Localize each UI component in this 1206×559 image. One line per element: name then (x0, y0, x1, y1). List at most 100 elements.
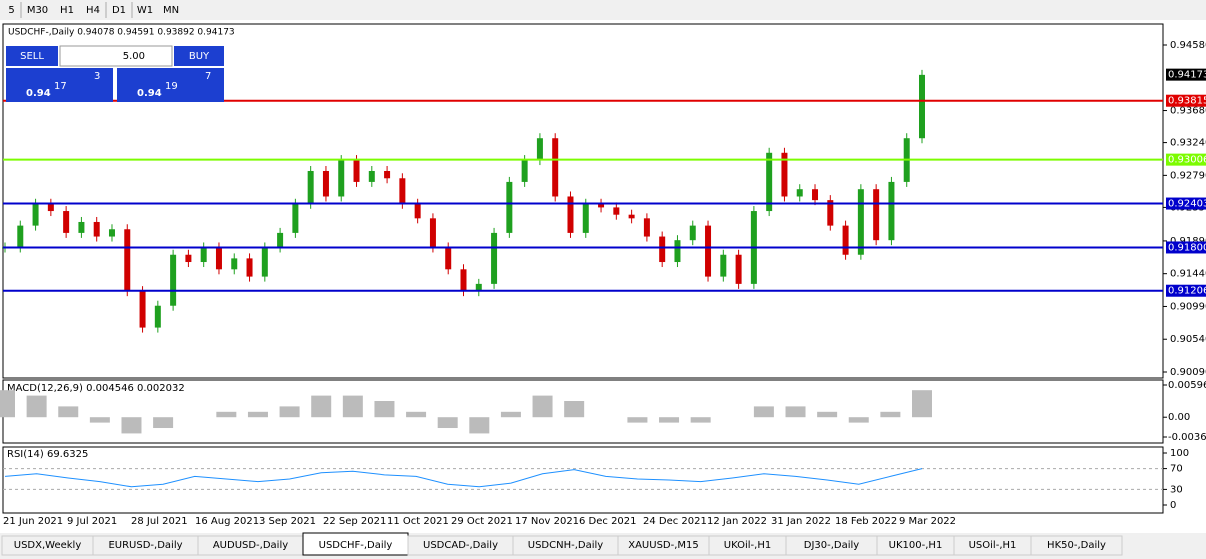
sell-button[interactable] (6, 46, 58, 66)
candle (63, 211, 70, 233)
macd-tick-label: -0.003664 (1168, 432, 1206, 443)
macd-label: MACD(12,26,9) 0.004546 0.002032 (7, 383, 185, 394)
candle (277, 232, 284, 248)
macd-bar (880, 411, 901, 418)
tab-label: USDX,Weekly (14, 540, 82, 551)
candle (735, 254, 742, 284)
tab-label: USDCNH-,Daily (528, 540, 604, 551)
macd-bar (374, 401, 395, 418)
candle (521, 160, 528, 182)
timeframe-button[interactable]: H1 (60, 5, 74, 16)
level-label: 0.93815 (1168, 96, 1206, 107)
candle (215, 247, 222, 270)
candle (231, 258, 238, 270)
tab[interactable] (1030, 535, 1123, 556)
price-button[interactable] (6, 68, 113, 102)
macd-bar (121, 417, 142, 434)
candle (139, 291, 146, 328)
macd-bar (500, 411, 521, 418)
rsi-pane (2, 446, 1164, 514)
buy-button[interactable] (174, 46, 224, 66)
price-pips: 17 (54, 81, 67, 92)
candle (827, 200, 834, 226)
price-frac: 7 (205, 71, 211, 82)
candle (919, 74, 925, 139)
candle (812, 189, 819, 201)
candle (353, 160, 360, 182)
timeframe-button[interactable]: 5 (8, 5, 14, 16)
chart-header: USDCHF-,Daily 0.94078 0.94591 0.93892 0.… (8, 28, 235, 38)
toolbar (0, 0, 1206, 20)
price-big: 0.94 (26, 88, 51, 99)
rsi-tick-label: 70 (1170, 464, 1183, 475)
candle (261, 247, 268, 277)
macd-bar (912, 390, 932, 418)
candle (475, 283, 482, 292)
level-label: 0.93006 (1168, 155, 1206, 166)
candle (200, 247, 207, 263)
candle (766, 152, 773, 212)
candle (506, 181, 513, 233)
buy-label: BUY (189, 51, 210, 62)
tab-label: USDCAD-,Daily (423, 540, 498, 551)
date-label: 22 Sep 2021 (323, 516, 386, 527)
candle (246, 258, 253, 277)
candle (857, 189, 864, 255)
timeframe-button[interactable]: D1 (112, 5, 126, 16)
level-box (1166, 284, 1206, 297)
timeframe-button[interactable]: W1 (137, 5, 153, 16)
level-label: 0.91206 (1168, 286, 1206, 297)
date-label: 3 Sep 2021 (259, 516, 316, 527)
macd-bar (469, 417, 490, 434)
macd-bar (58, 406, 79, 418)
price-frac: 3 (94, 71, 100, 82)
candle (705, 225, 712, 277)
candle (414, 203, 421, 219)
candle (292, 203, 299, 233)
candle (659, 236, 666, 263)
lot-box (59, 45, 173, 67)
lot-size[interactable]: 5.00 (123, 51, 145, 62)
date-label: 11 Oct 2021 (387, 516, 449, 527)
level-box (1166, 197, 1206, 210)
macd-bar (342, 395, 363, 418)
candle (582, 203, 589, 233)
level-label: 0.92403 (1168, 199, 1206, 210)
timeframe-button[interactable]: H4 (86, 5, 100, 16)
candle (781, 152, 788, 197)
candle (170, 254, 177, 306)
macd-bar (311, 395, 332, 418)
candle (338, 160, 345, 197)
tab-label: USOil-,H1 (969, 540, 1017, 551)
macd-bar (153, 417, 174, 429)
macd-bar (659, 417, 680, 423)
candle (445, 247, 452, 270)
tab-label: AUDUSD-,Daily (213, 540, 288, 551)
date-label: 12 Jan 2022 (707, 516, 767, 527)
price-button[interactable] (117, 68, 224, 102)
level-box (1166, 94, 1206, 107)
macd-bar (564, 401, 585, 418)
candle (613, 207, 620, 215)
candle (368, 170, 375, 182)
current-price: 0.94173 (1168, 70, 1206, 81)
candle (78, 221, 85, 233)
candle (567, 196, 574, 233)
macd-bar (279, 406, 300, 418)
macd-bar (785, 406, 806, 418)
level-label: 0.91800 (1168, 242, 1206, 253)
level-box (1166, 241, 1206, 254)
candle (842, 225, 849, 255)
candle (32, 203, 39, 226)
candle (689, 225, 696, 241)
timeframe-button[interactable]: M30 (27, 5, 48, 16)
timeframe-button[interactable]: MN (163, 5, 179, 16)
macd-bar (216, 411, 237, 418)
